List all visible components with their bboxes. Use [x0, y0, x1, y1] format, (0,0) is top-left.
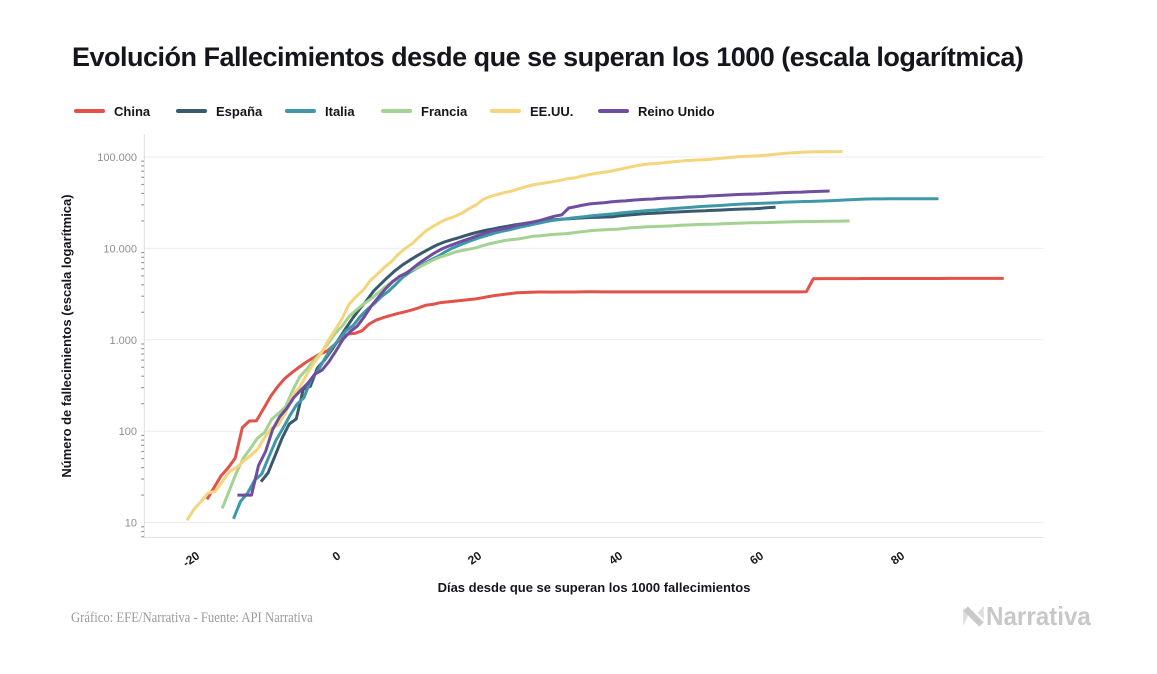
svg-text:-20: -20 — [180, 548, 203, 570]
svg-text:10: 10 — [125, 518, 137, 530]
svg-text:20: 20 — [465, 548, 484, 567]
svg-text:100: 100 — [119, 426, 137, 438]
svg-text:60: 60 — [747, 548, 766, 567]
svg-text:Número de fallecimientos (esca: Número de fallecimientos (escala logarít… — [59, 194, 74, 477]
svg-text:10.000: 10.000 — [103, 243, 137, 255]
svg-text:40: 40 — [606, 548, 625, 567]
svg-text:0: 0 — [330, 548, 344, 563]
svg-text:80: 80 — [888, 548, 907, 567]
svg-text:1.000: 1.000 — [109, 335, 137, 347]
svg-text:100.000: 100.000 — [97, 152, 137, 164]
